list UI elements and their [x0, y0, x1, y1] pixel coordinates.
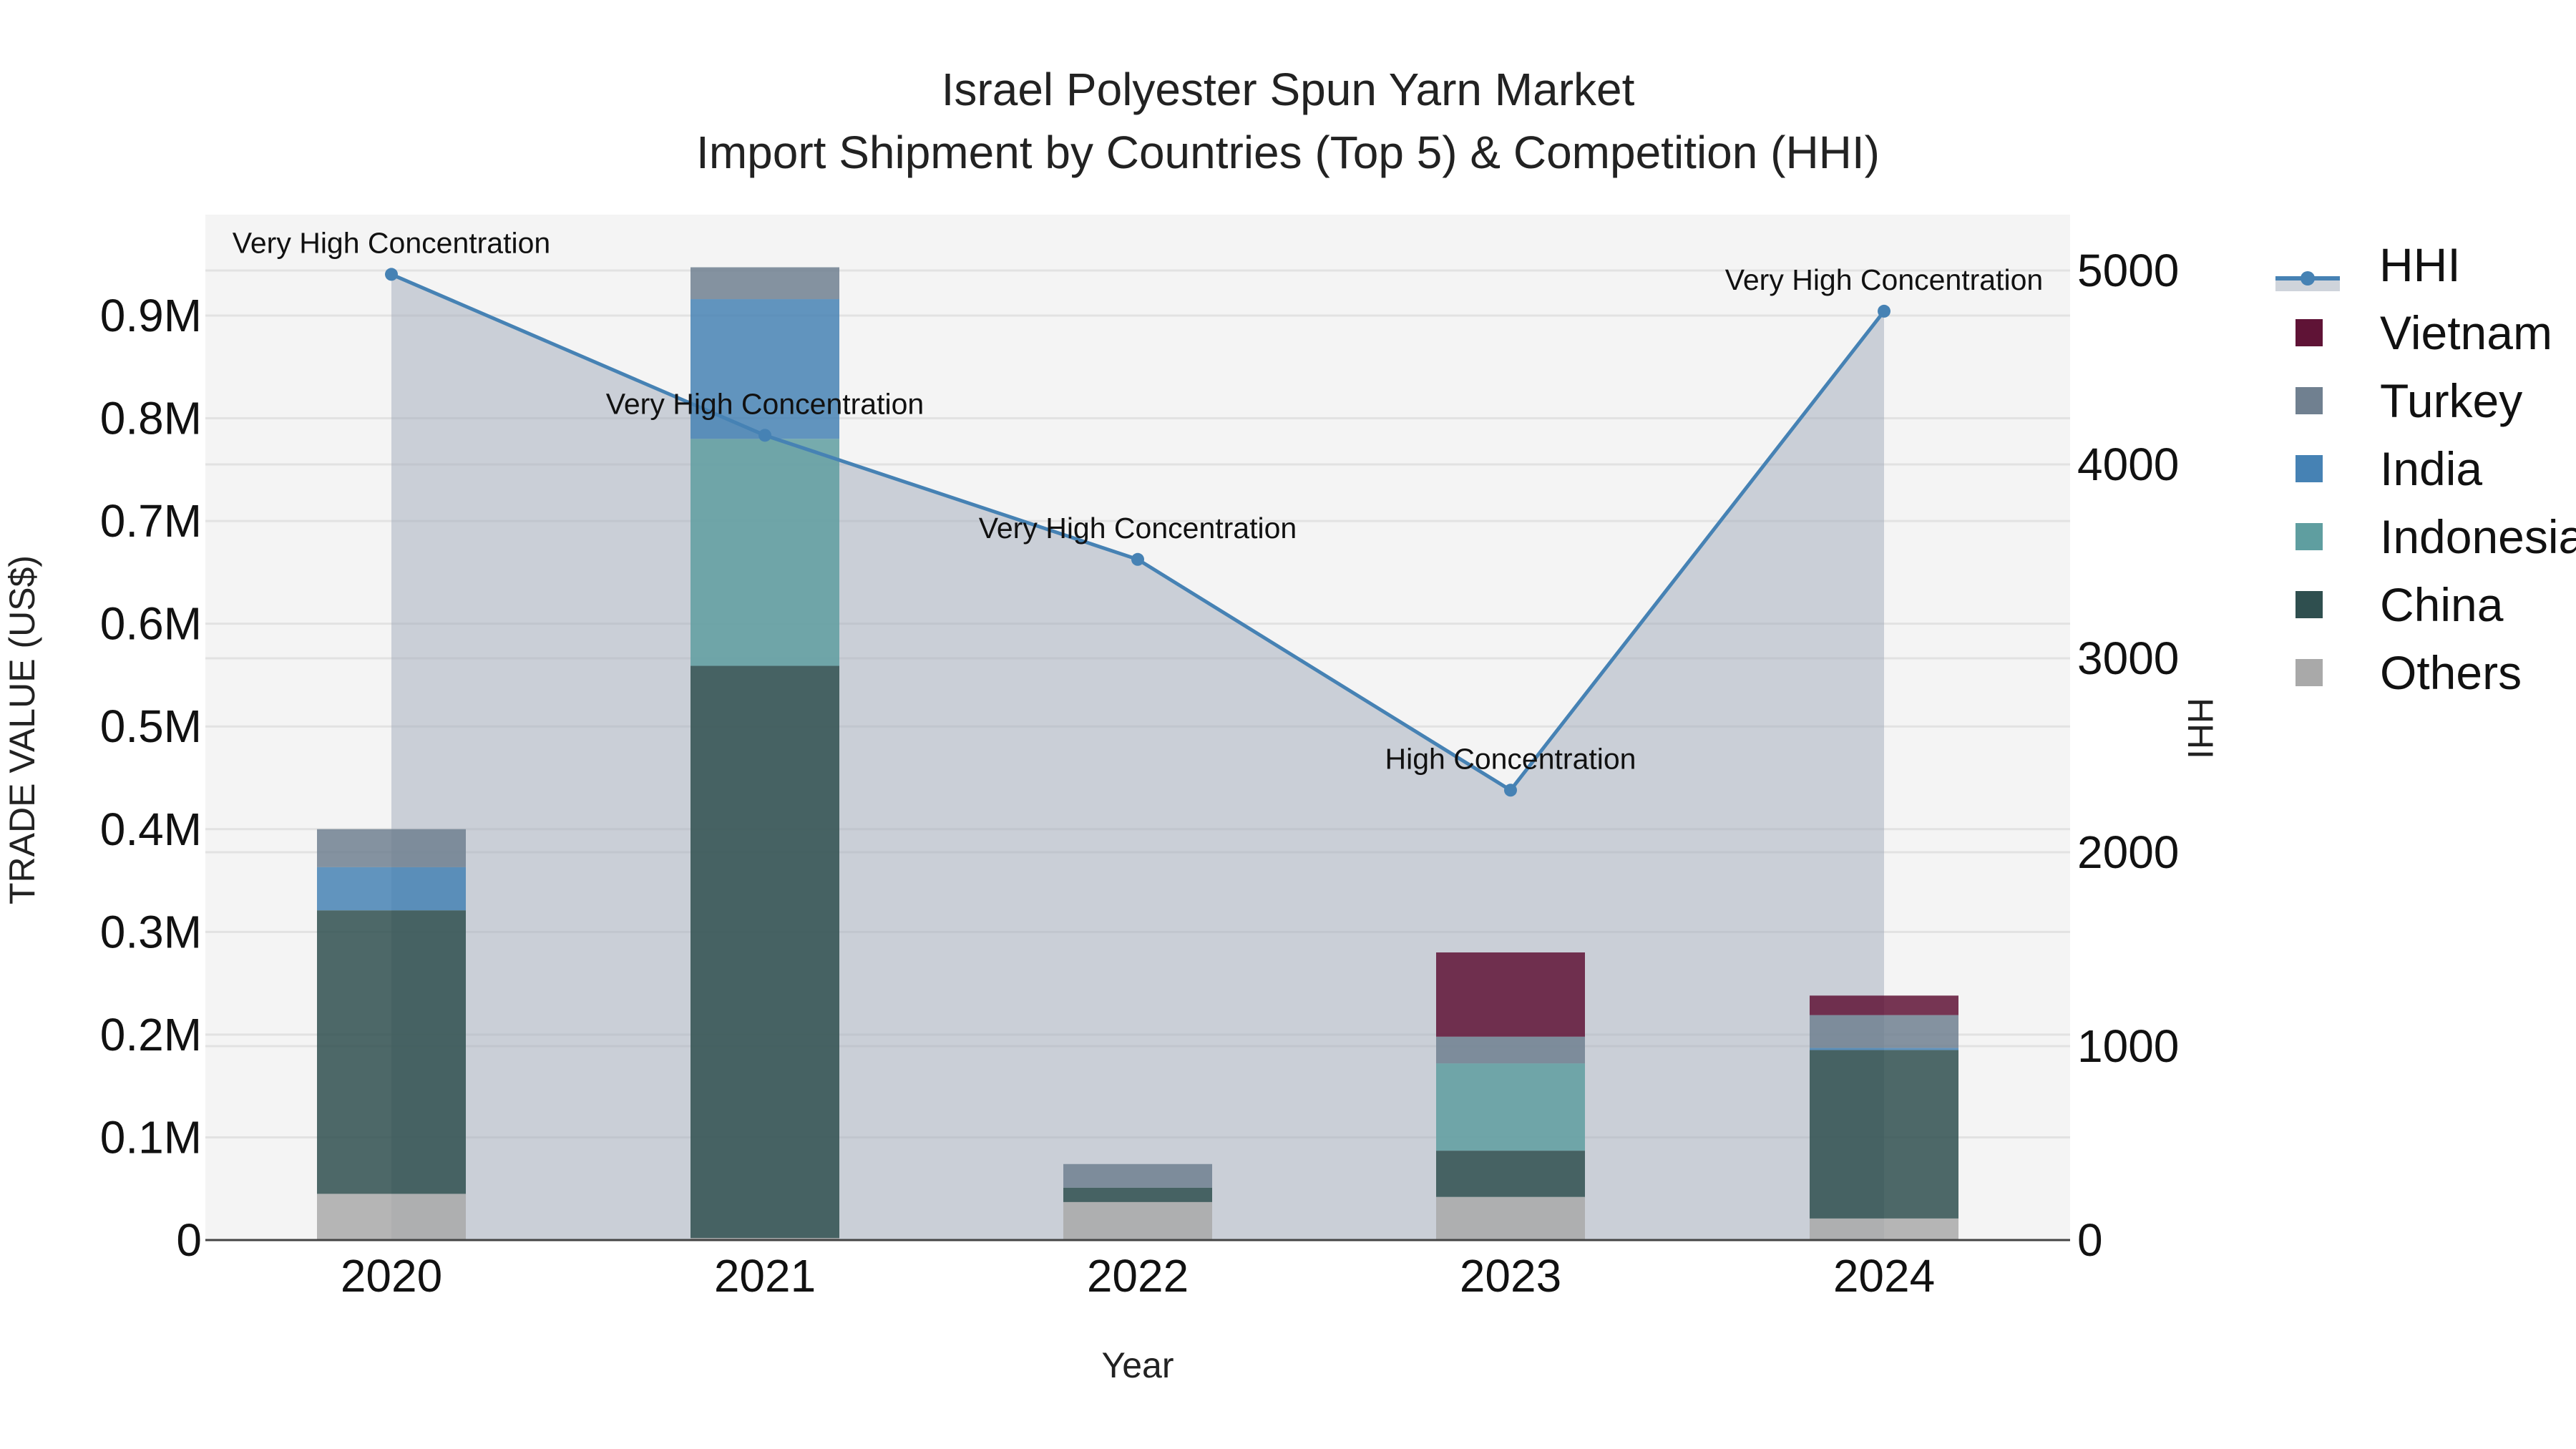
hhi-annotation-2024: Very High Concentration — [1725, 263, 2043, 296]
legend-label: HHI — [2379, 238, 2461, 291]
hhi-annotation-2021: Very High Concentration — [606, 387, 924, 420]
bar-segment-china-2020 — [317, 910, 466, 1194]
legend-label: Vietnam — [2380, 306, 2552, 359]
square-swatch-icon — [2296, 522, 2323, 550]
hhi-annotation-2020: Very High Concentration — [233, 226, 550, 259]
y-tick-label: 0.9M — [100, 290, 202, 341]
bar-segment-vietnam-2024 — [1810, 995, 1958, 1015]
bar-segment-others-2022 — [1063, 1201, 1212, 1240]
x-axis-ticks: 2020 2021 2022 2023 2024 — [341, 1250, 1935, 1302]
y2-tick-label: 2000 — [2077, 826, 2179, 878]
legend-item-others[interactable]: Others — [2275, 638, 2576, 706]
x-tick-label: 2020 — [341, 1250, 442, 1302]
bar-segment-china-2024 — [1810, 1050, 1958, 1219]
line-marker-icon — [2275, 250, 2340, 291]
bar-segment-china-2022 — [1063, 1187, 1212, 1202]
chart-title-line2: Import Shipment by Countries (Top 5) & C… — [696, 127, 1880, 178]
hhi-marker-2022 — [1131, 552, 1144, 566]
legend-label: China — [2380, 577, 2504, 631]
x-tick-label: 2023 — [1460, 1250, 1561, 1302]
y2-axis-label: HHI — [2180, 698, 2220, 759]
bar-segment-india-2024 — [1810, 1048, 1958, 1050]
square-swatch-icon — [2296, 454, 2323, 482]
y2-tick-label: 0 — [2077, 1214, 2103, 1266]
bar-segment-others-2024 — [1810, 1218, 1958, 1240]
y-axis-ticks: 0 0.1M 0.2M 0.3M 0.4M 0.5M 0.6M 0.7M 0.8M 0.9M — [100, 290, 202, 1266]
hhi-line — [385, 268, 1890, 797]
legend-item-turkey[interactable]: Turkey — [2275, 366, 2576, 434]
hhi-marker-2023 — [1504, 784, 1517, 797]
legend-item-hhi[interactable]: HHI — [2275, 230, 2576, 298]
y2-tick-label: 4000 — [2077, 439, 2179, 490]
y2-tick-label: 3000 — [2077, 633, 2179, 684]
legend-item-vietnam[interactable]: Vietnam — [2275, 298, 2576, 366]
y2-axis-ticks: 0 1000 2000 3000 4000 5000 — [2077, 245, 2179, 1266]
y-axis-label: TRADE VALUE (US$) — [2, 555, 42, 904]
bar-segment-turkey-2022 — [1063, 1163, 1212, 1188]
legend-label: Others — [2380, 645, 2522, 699]
y-tick-label: 0.7M — [100, 495, 202, 547]
y-tick-label: 0.4M — [100, 804, 202, 855]
bar-segment-turkey-2021 — [691, 267, 839, 300]
stacked-bars — [317, 267, 1958, 1240]
square-swatch-icon — [2296, 386, 2323, 414]
bar-segment-china-2023 — [1436, 1151, 1585, 1197]
bar-segment-others-2023 — [1436, 1196, 1585, 1240]
legend-label: Indonesia — [2380, 509, 2576, 563]
x-tick-label: 2024 — [1833, 1250, 1935, 1302]
y2-tick-label: 1000 — [2077, 1020, 2179, 1072]
bar-segment-turkey-2023 — [1436, 1036, 1585, 1064]
y-tick-label: 0.3M — [100, 906, 202, 957]
y-tick-label: 0.8M — [100, 393, 202, 444]
bar-segment-vietnam-2023 — [1436, 952, 1585, 1037]
square-swatch-icon — [2296, 590, 2323, 618]
hhi-annotations: Very High Concentration Very High Concent… — [233, 226, 2043, 775]
bar-segment-india-2020 — [317, 867, 466, 911]
chart-title-line1: Israel Polyester Spun Yarn Market — [941, 64, 1635, 115]
hhi-marker-2020 — [385, 268, 398, 281]
hhi-marker-2024 — [1878, 304, 1890, 318]
y-tick-label: 0 — [176, 1214, 202, 1266]
bar-segment-turkey-2024 — [1810, 1015, 1958, 1048]
square-swatch-icon — [2296, 318, 2323, 346]
bar-segment-turkey-2020 — [317, 829, 466, 867]
legend-item-china[interactable]: China — [2275, 570, 2576, 638]
y2-tick-label: 5000 — [2077, 245, 2179, 296]
y-tick-label: 0.6M — [100, 598, 202, 650]
hhi-annotation-2022: Very High Concentration — [979, 512, 1297, 545]
legend-item-india[interactable]: India — [2275, 434, 2576, 502]
bar-segment-indonesia-2021 — [691, 439, 839, 666]
x-tick-label: 2021 — [714, 1250, 816, 1302]
x-tick-label: 2022 — [1087, 1250, 1189, 1302]
hhi-annotation-2023: High Concentration — [1385, 742, 1636, 775]
x-axis-label: Year — [1101, 1345, 1174, 1385]
square-swatch-icon — [2296, 658, 2323, 686]
legend-label: Turkey — [2380, 374, 2523, 427]
legend-label: India — [2380, 441, 2483, 495]
y-tick-label: 0.5M — [100, 701, 202, 752]
y-tick-label: 0.2M — [100, 1009, 202, 1060]
y-tick-label: 0.1M — [100, 1111, 202, 1163]
legend-item-indonesia[interactable]: Indonesia — [2275, 502, 2576, 570]
legend: HHI Vietnam Turkey India Indonesia China Other… — [2275, 230, 2576, 706]
bar-segment-china-2021 — [691, 665, 839, 1239]
bar-segment-indonesia-2023 — [1436, 1063, 1585, 1151]
hhi-marker-2021 — [758, 429, 771, 442]
bar-segment-others-2020 — [317, 1194, 466, 1240]
